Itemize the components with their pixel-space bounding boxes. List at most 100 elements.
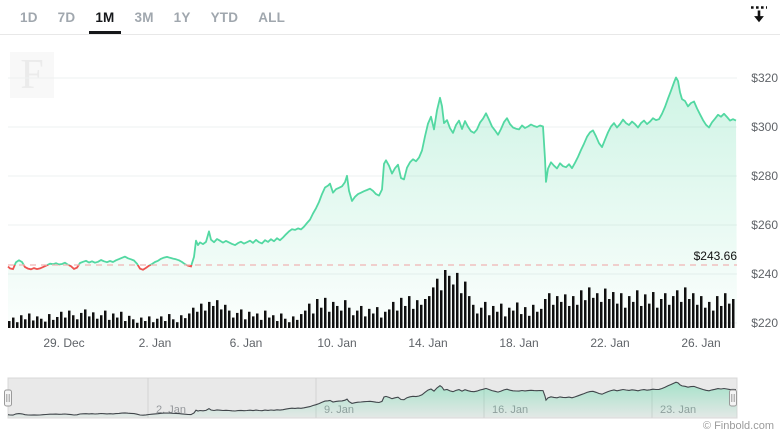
volume-bar <box>36 316 39 328</box>
volume-bar <box>724 293 727 328</box>
volume-bar <box>84 309 87 328</box>
volume-bar <box>400 297 403 328</box>
volume-bar <box>320 307 323 328</box>
volume-bar <box>92 312 95 328</box>
volume-bar <box>160 316 163 328</box>
x-axis-label: 2. Jan <box>139 336 172 350</box>
volume-bar <box>252 316 255 328</box>
tab-all[interactable]: ALL <box>256 0 287 34</box>
previous-close-label: $243.66 <box>694 249 738 263</box>
volume-bar <box>616 303 619 328</box>
y-axis-labels: $320 $300 $280 $260 $240 $220 <box>751 71 778 330</box>
volume-bar <box>476 313 479 328</box>
x-axis-labels: 29. Dec 2. Jan 6. Jan 10. Jan 14. Jan 18. Jan… <box>43 336 720 350</box>
volume-bar <box>360 305 363 328</box>
volume-bar <box>204 310 207 328</box>
volume-bar <box>156 318 159 328</box>
volume-bar <box>104 310 107 328</box>
tab-3m[interactable]: 3M <box>133 0 156 34</box>
volume-bar <box>264 310 267 328</box>
handle-grip[interactable] <box>729 389 737 407</box>
volume-bar <box>668 304 671 328</box>
watermark-letter: F <box>20 52 44 98</box>
volume-bar <box>620 293 623 328</box>
volume-bar <box>732 299 735 328</box>
navigator-handle-left[interactable] <box>4 389 12 407</box>
volume-bars[interactable] <box>8 270 735 328</box>
volume-bar <box>456 272 459 328</box>
volume-bar <box>340 310 343 328</box>
volume-bar <box>540 308 543 328</box>
download-button[interactable] <box>746 5 772 29</box>
tab-1y[interactable]: 1Y <box>172 0 193 34</box>
volume-bar <box>636 290 639 328</box>
volume-bar <box>8 321 11 328</box>
volume-bar <box>284 318 287 328</box>
volume-bar <box>660 299 663 328</box>
volume-bar <box>168 314 171 328</box>
tab-ytd[interactable]: YTD <box>209 0 241 34</box>
volume-bar <box>584 300 587 328</box>
volume-bar <box>24 319 27 328</box>
tab-7d[interactable]: 7D <box>56 0 78 34</box>
volume-bar <box>248 311 251 328</box>
volume-bar <box>296 319 299 328</box>
download-icon <box>747 6 771 30</box>
volume-bar <box>368 308 371 328</box>
volume-bar <box>664 293 667 328</box>
volume-bar <box>232 317 235 328</box>
volume-bar <box>48 314 51 328</box>
price-line[interactable] <box>8 76 737 270</box>
volume-bar <box>640 305 643 328</box>
volume-bar <box>128 315 131 328</box>
volume-bar <box>224 304 227 328</box>
volume-bar <box>720 305 723 328</box>
volume-bar <box>444 270 447 328</box>
volume-bar <box>508 307 511 328</box>
volume-bar <box>216 300 219 328</box>
x-axis-label: 14. Jan <box>408 336 447 350</box>
volume-bar <box>344 300 347 328</box>
volume-bar <box>576 304 579 328</box>
volume-bar <box>484 301 487 328</box>
attribution: © Finbold.com <box>702 420 774 432</box>
volume-bar <box>464 281 467 328</box>
volume-bar <box>72 315 75 328</box>
volume-bar <box>336 305 339 328</box>
volume-bar <box>608 299 611 328</box>
tab-1m[interactable]: 1M <box>89 0 121 34</box>
volume-bar <box>16 322 19 328</box>
volume-bar <box>172 319 175 328</box>
volume-bar <box>556 296 559 328</box>
volume-bar <box>120 311 123 328</box>
navigator[interactable]: 2. Jan9. Jan16. Jan23. Jan <box>4 377 738 419</box>
volume-bar <box>180 315 183 328</box>
volume-bar <box>276 321 279 328</box>
volume-bar <box>728 303 731 328</box>
handle-grip[interactable] <box>4 389 12 407</box>
volume-bar <box>688 299 691 328</box>
volume-bar <box>716 296 719 328</box>
volume-bar <box>572 296 575 328</box>
volume-bar <box>332 301 335 328</box>
volume-bar <box>268 317 271 328</box>
volume-bar <box>500 303 503 328</box>
volume-bar <box>712 310 715 328</box>
volume-bar <box>440 290 443 328</box>
volume-bar <box>536 311 539 328</box>
volume-bar <box>404 305 407 328</box>
volume-bar <box>600 301 603 328</box>
volume-bar <box>200 303 203 328</box>
volume-bar <box>392 301 395 328</box>
volume-bar <box>380 317 383 328</box>
tab-1d[interactable]: 1D <box>18 0 40 34</box>
volume-bar <box>588 287 591 328</box>
volume-bar <box>424 299 427 328</box>
x-axis-label: 10. Jan <box>317 336 356 350</box>
navigator-handle-right[interactable] <box>729 389 737 407</box>
volume-bar <box>432 287 435 328</box>
y-axis-label: $260 <box>751 218 778 232</box>
volume-bar <box>524 307 527 328</box>
volume-bar <box>696 304 699 328</box>
